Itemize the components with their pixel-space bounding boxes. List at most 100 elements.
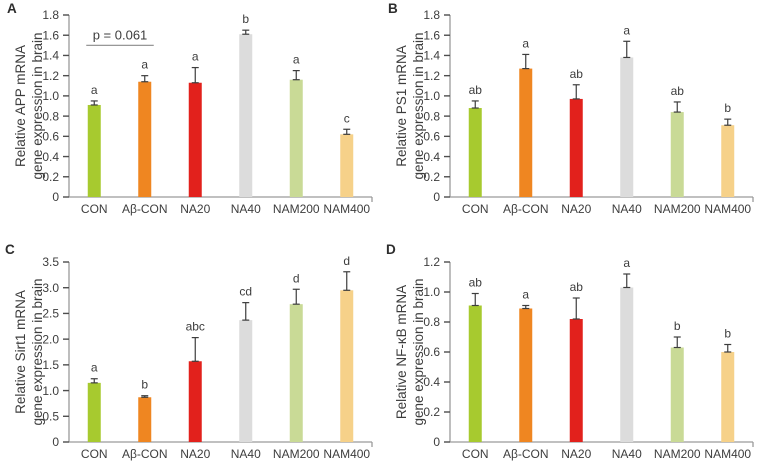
y-tick-label: 1.2 xyxy=(42,69,59,83)
y-tick-label: 1.6 xyxy=(42,28,59,42)
bar-NA40 xyxy=(239,320,253,442)
x-tick-label: NA40 xyxy=(612,447,642,461)
x-tick-label: NAM400 xyxy=(323,202,370,216)
x-tick-label: CON xyxy=(81,447,108,461)
bar-NA40 xyxy=(620,57,634,197)
sig-letter: c xyxy=(344,111,350,125)
x-tick-label: CON xyxy=(462,447,489,461)
y-axis-label-line1: Relative PS1 mRNA xyxy=(394,45,409,167)
sig-letter: cd xyxy=(239,285,252,299)
y-tick-label: 0.8 xyxy=(423,109,440,123)
y-tick-label: 1.2 xyxy=(423,69,440,83)
bar-NAM200 xyxy=(289,79,303,197)
y-tick-label: 0.4 xyxy=(423,375,440,389)
p-value-label: p = 0.061 xyxy=(93,27,148,42)
sig-letter: a xyxy=(293,53,300,67)
y-axis-label-line2: gene expression in brain xyxy=(411,32,426,179)
bar-chart-nfkb: 0 0.2 0.4 0.6 0.8 1.0 1.2 Relative NF-κB mRNA ge… xyxy=(394,255,754,461)
y-tick-label: 1.0 xyxy=(423,89,440,103)
sig-letter: b xyxy=(724,101,731,115)
y-tick-label: 1.0 xyxy=(423,285,440,299)
bar-CON xyxy=(468,108,482,197)
panel-b-ps1: B 0 0.2 0.4 0.6 0.8 1.0 1.2 1.4 1.6 1.8 Relative P… xyxy=(381,0,763,231)
x-tick-label: Aβ-CON xyxy=(122,447,168,461)
x-tick-label: NAM400 xyxy=(704,202,751,216)
sig-letter: d xyxy=(343,254,350,268)
y-tick-label: 1.8 xyxy=(42,8,59,22)
sig-letter: ab xyxy=(570,67,584,81)
sig-letter: abc xyxy=(186,320,205,334)
x-tick-label: NAM200 xyxy=(273,447,320,461)
y-axis-label-line2: gene expression in brain xyxy=(30,32,45,179)
x-tick-label: NA20 xyxy=(561,447,591,461)
y-axis-label-line1: Relative APP mRNA xyxy=(13,45,28,167)
y-tick-label: 0.8 xyxy=(42,109,59,123)
bar-Aβ-CON xyxy=(519,308,533,442)
bar-CON xyxy=(87,382,101,442)
sig-letter: a xyxy=(522,36,529,50)
sig-letter: ab xyxy=(570,280,584,294)
y-tick-label: 0.5 xyxy=(42,409,59,423)
sig-letter: b xyxy=(674,319,681,333)
sig-letter: a xyxy=(141,58,148,72)
panel-c-sirt1: C 0 0.5 1.0 1.5 2.0 2.5 3.0 3.5 Relative Sirt1 m… xyxy=(0,231,381,462)
y-tick-label: 0.2 xyxy=(423,170,440,184)
y-tick-label: 1.6 xyxy=(423,28,440,42)
x-tick-label: CON xyxy=(462,202,489,216)
x-tick-label: NA20 xyxy=(180,447,210,461)
y-tick-label: 0 xyxy=(52,190,59,204)
bar-NA20 xyxy=(569,319,583,442)
y-tick-label: 3.5 xyxy=(42,255,59,269)
x-tick-label: NA20 xyxy=(561,202,591,216)
x-tick-label: NAM400 xyxy=(323,447,370,461)
y-axis-label-line1: Relative NF-κB mRNA xyxy=(394,285,409,419)
y-tick-label: 1.5 xyxy=(42,358,59,372)
y-tick-label: 1.0 xyxy=(42,384,59,398)
bar-NA40 xyxy=(620,287,634,442)
sig-letter: a xyxy=(192,50,199,64)
bar-Aβ-CON xyxy=(138,81,152,197)
sig-letter: d xyxy=(293,271,300,285)
panel-label-c: C xyxy=(5,242,16,257)
x-tick-label: NA40 xyxy=(612,202,642,216)
y-axis-label-line2: gene expression in brain xyxy=(30,278,45,425)
y-tick-label: 1.0 xyxy=(42,89,59,103)
panel-label-d: D xyxy=(386,242,397,257)
panel-label-b: B xyxy=(388,1,399,16)
x-tick-label: NAM400 xyxy=(704,447,751,461)
bar-chart-ps1: 0 0.2 0.4 0.6 0.8 1.0 1.2 1.4 1.6 1.8 Relative PS1… xyxy=(394,8,754,216)
sig-letter: ab xyxy=(469,276,483,290)
x-tick-label: NA20 xyxy=(180,202,210,216)
x-tick-label: CON xyxy=(81,202,108,216)
y-axis-label-line1: Relative Sirt1 mRNA xyxy=(13,290,28,414)
x-tick-label: Aβ-CON xyxy=(503,202,549,216)
sig-letter: a xyxy=(91,83,98,97)
y-axis-label-line2: gene expression in brain xyxy=(411,278,426,425)
bar-NA40 xyxy=(239,34,253,197)
bar-chart-sirt1: 0 0.5 1.0 1.5 2.0 2.5 3.0 3.5 Relative Sirt1 mRN… xyxy=(13,254,373,461)
bar-CON xyxy=(87,104,101,197)
x-tick-label: NAM200 xyxy=(273,202,320,216)
bar-NA20 xyxy=(188,361,202,442)
x-tick-label: NAM200 xyxy=(654,202,701,216)
bar-NAM200 xyxy=(289,304,303,442)
bar-Aβ-CON xyxy=(138,397,152,442)
y-tick-label: 0.6 xyxy=(42,130,59,144)
panel-label-a: A xyxy=(7,1,18,16)
y-tick-label: 2.5 xyxy=(42,307,59,321)
bar-NA20 xyxy=(188,82,202,197)
sig-letter: ab xyxy=(469,83,483,97)
x-tick-label: Aβ-CON xyxy=(122,202,168,216)
sig-letter: b xyxy=(141,378,148,392)
sig-letter: b xyxy=(724,327,731,341)
y-tick-label: 0.4 xyxy=(423,150,440,164)
y-tick-label: 0.4 xyxy=(42,150,59,164)
x-tick-label: Aβ-CON xyxy=(503,447,549,461)
y-tick-label: 0.2 xyxy=(423,405,440,419)
x-tick-label: NA40 xyxy=(231,447,261,461)
sig-letter: a xyxy=(623,23,630,37)
y-tick-label: 1.4 xyxy=(423,49,440,63)
y-tick-label: 1.2 xyxy=(423,255,440,269)
sig-letter: ab xyxy=(671,84,685,98)
